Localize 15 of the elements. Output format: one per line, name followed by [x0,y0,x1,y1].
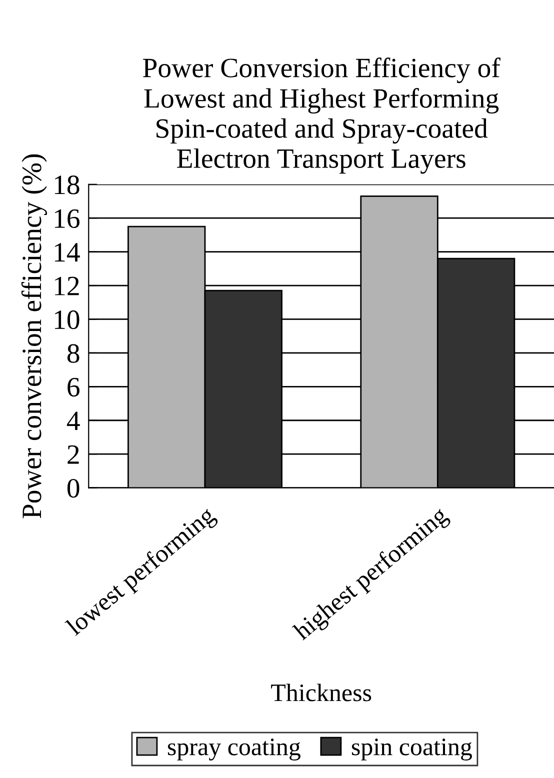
legend-label: spray coating [168,738,300,760]
y-tick-label: 10 [54,310,80,330]
y-tick-label: 14 [54,243,80,262]
y-tick-label: 0 [67,478,80,498]
y-tick-label: 2 [68,445,79,464]
y-tick-label: 6 [68,378,80,397]
legend-label: spin coating [352,738,472,760]
y-tick-label: 4 [66,412,80,430]
chart-title: Power Conversion Efficiency of Lowest and Highest Performing Spin-coated and Spray-coated Electron Transport Layers [143,58,500,174]
y-tick-label: 16 [54,209,80,228]
y-tick-label: 18 [54,176,80,194]
y-tick-label: 12 [54,276,79,296]
y-tick-label: 8 [67,344,80,363]
x-axis-title: Thickness [271,684,372,702]
y-axis-title: Power conversion efficiency (%) [21,154,47,518]
